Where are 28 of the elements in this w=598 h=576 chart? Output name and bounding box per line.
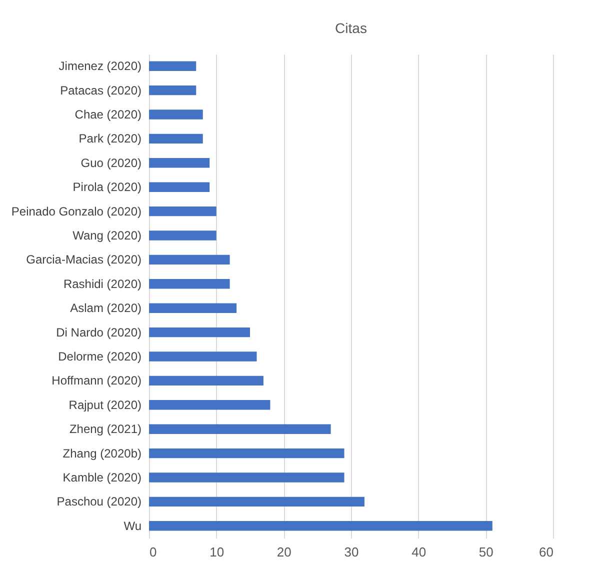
x-tick-label: 10 xyxy=(210,544,224,560)
y-tick-label: Delorme (2020) xyxy=(58,350,142,364)
y-tick-label: Jimenez (2020) xyxy=(58,59,142,74)
x-tick-label: 50 xyxy=(478,544,494,560)
y-tick-label: Park (2020) xyxy=(78,132,142,146)
y-tick-label: Garcia-Macias (2020) xyxy=(26,252,142,267)
y-tick-label: Rashidi (2020) xyxy=(63,276,142,291)
y-tick-label: Guo (2020) xyxy=(80,156,142,170)
x-tick-label: 0 xyxy=(150,544,157,560)
y-tick-label: Pirola (2020) xyxy=(72,180,142,194)
y-tick-label: Di Nardo (2020) xyxy=(56,325,142,340)
y-tick-label: Patacas (2020) xyxy=(60,83,142,98)
x-tick-label: 20 xyxy=(276,544,292,560)
y-tick-label: Hoffmann (2020) xyxy=(52,374,142,388)
y-tick-label: Peinado Gonzalo (2020) xyxy=(11,204,142,218)
y-tick-label: Wang (2020) xyxy=(72,228,142,242)
y-tick-label: Kamble (2020) xyxy=(62,470,142,484)
y-tick-label: Aslam (2020) xyxy=(70,301,142,316)
y-tick-label: Chae (2020) xyxy=(74,108,142,122)
x-tick-label: 40 xyxy=(412,544,426,560)
y-tick-label: Zheng (2021) xyxy=(69,422,142,436)
y-tick-label: Zhang (2020b) xyxy=(62,446,142,460)
chart-title: Citas xyxy=(335,20,367,36)
y-tick-label: Rajput (2020) xyxy=(68,398,142,412)
x-tick-label: 60 xyxy=(539,544,554,560)
y-tick-label: Paschou (2020) xyxy=(56,494,142,509)
y-tick-label: Wu xyxy=(124,518,142,533)
x-tick-label: 30 xyxy=(344,544,359,560)
